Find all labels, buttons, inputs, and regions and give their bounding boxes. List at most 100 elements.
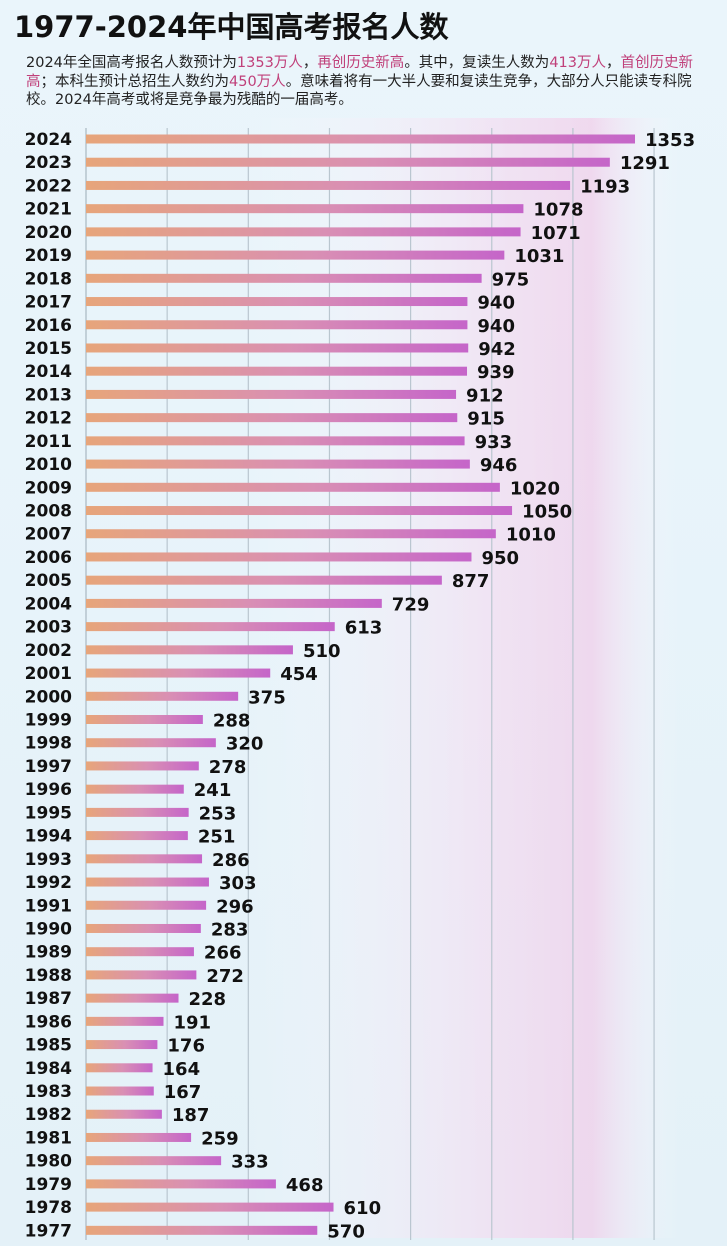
value-label: 729 — [392, 594, 430, 615]
year-label: 2021 — [25, 200, 72, 220]
year-label: 1984 — [25, 1059, 72, 1079]
year-label: 2013 — [25, 385, 72, 405]
highlight-text: 首创历史新高 — [26, 55, 693, 90]
year-label: 2022 — [25, 176, 72, 196]
value-label: 375 — [248, 687, 286, 708]
year-label: 2011 — [25, 432, 72, 452]
year-label: 1983 — [25, 1082, 72, 1102]
highlight-text: 再创历史新高 — [317, 55, 405, 71]
bar-2015 — [86, 343, 469, 353]
year-label: 1990 — [25, 919, 72, 939]
bar-2014 — [86, 366, 468, 376]
desc-text: ， — [302, 55, 318, 71]
value-label: 241 — [194, 780, 232, 801]
value-label: 278 — [209, 757, 247, 778]
bar-2008 — [86, 506, 513, 516]
value-label: 176 — [167, 1036, 205, 1057]
year-label: 2002 — [25, 641, 72, 661]
year-label: 2001 — [25, 664, 72, 684]
value-label: 288 — [213, 711, 251, 732]
year-label: 1993 — [25, 850, 72, 870]
bar-2006 — [86, 552, 472, 562]
value-label: 1031 — [514, 246, 564, 267]
value-label: 915 — [467, 409, 505, 430]
value-label: 320 — [226, 734, 264, 755]
description-text: 2024年全国高考报名人数预计为1353万人，再创历史新高。其中，复读生人数为4… — [26, 54, 716, 110]
value-label: 187 — [172, 1105, 210, 1126]
bar-2019 — [86, 250, 505, 260]
year-label: 2018 — [25, 269, 72, 289]
page-title: 1977-2024年中国高考报名人数 — [14, 10, 449, 44]
bar-1982 — [86, 1109, 162, 1119]
bar-2009 — [86, 482, 500, 492]
year-label: 1997 — [25, 757, 72, 777]
bar-1977 — [86, 1225, 318, 1235]
value-label: 333 — [231, 1152, 269, 1173]
year-label: 2012 — [25, 409, 72, 429]
year-label: 1987 — [25, 989, 72, 1009]
value-label: 610 — [344, 1198, 382, 1219]
value-label: 933 — [475, 432, 513, 453]
value-label: 303 — [219, 873, 257, 894]
value-label: 454 — [280, 664, 318, 685]
year-label: 2005 — [25, 571, 72, 591]
year-label: 2014 — [25, 362, 72, 382]
bar-1985 — [86, 1040, 158, 1050]
year-label: 1981 — [25, 1128, 72, 1148]
year-label: 2003 — [25, 618, 72, 638]
bar-2004 — [86, 598, 382, 608]
bar-1988 — [86, 970, 197, 980]
bar-2003 — [86, 622, 335, 632]
year-label: 1982 — [25, 1105, 72, 1125]
value-label: 975 — [492, 269, 530, 290]
bar-1991 — [86, 900, 207, 910]
bar-2017 — [86, 297, 468, 307]
year-label: 1985 — [25, 1036, 72, 1056]
bar-2007 — [86, 529, 496, 539]
bar-1981 — [86, 1132, 192, 1142]
bar-1990 — [86, 923, 201, 933]
value-labels: 1353129111931078107110319759409409429399… — [163, 130, 696, 1242]
year-label: 2023 — [25, 153, 72, 173]
value-label: 259 — [201, 1128, 239, 1149]
value-label: 939 — [477, 362, 515, 383]
value-label: 228 — [189, 989, 227, 1010]
bar-2013 — [86, 389, 457, 399]
grid-lines — [85, 128, 655, 1240]
year-label: 1999 — [25, 711, 72, 731]
year-label: 1988 — [25, 966, 72, 986]
value-label: 266 — [204, 943, 242, 964]
bar-2022 — [86, 180, 571, 190]
value-label: 1020 — [510, 478, 560, 499]
value-label: 1071 — [531, 223, 581, 244]
value-label: 940 — [477, 293, 515, 314]
bar-2016 — [86, 320, 468, 330]
value-label: 613 — [345, 618, 383, 639]
highlight-text: 413万人 — [549, 55, 606, 71]
bar-2010 — [86, 459, 470, 469]
year-labels: 2024 2023 2022 2021 2020 2019 2018 2017 2016 2015… — [25, 130, 72, 1241]
bar-1993 — [86, 854, 203, 864]
highlight-text: 450万人 — [229, 73, 286, 90]
bar-1989 — [86, 947, 194, 957]
value-label: 272 — [206, 966, 244, 987]
value-label: 510 — [303, 641, 341, 662]
year-label: 1994 — [25, 827, 72, 847]
value-label: 283 — [211, 919, 249, 940]
year-label: 2004 — [25, 594, 72, 614]
value-label: 1050 — [522, 502, 572, 523]
bar-2001 — [86, 668, 271, 678]
bar-2018 — [86, 273, 482, 283]
year-label: 1995 — [25, 803, 72, 823]
bar-2023 — [86, 157, 610, 167]
desc-text: ， — [606, 55, 621, 71]
value-label: 164 — [163, 1059, 201, 1080]
value-label: 468 — [286, 1175, 324, 1196]
bar-1983 — [86, 1086, 154, 1096]
value-label: 942 — [478, 339, 516, 360]
bar-1992 — [86, 877, 209, 887]
year-label: 2017 — [25, 293, 72, 313]
bar-1987 — [86, 993, 179, 1003]
year-label: 2009 — [25, 478, 72, 498]
